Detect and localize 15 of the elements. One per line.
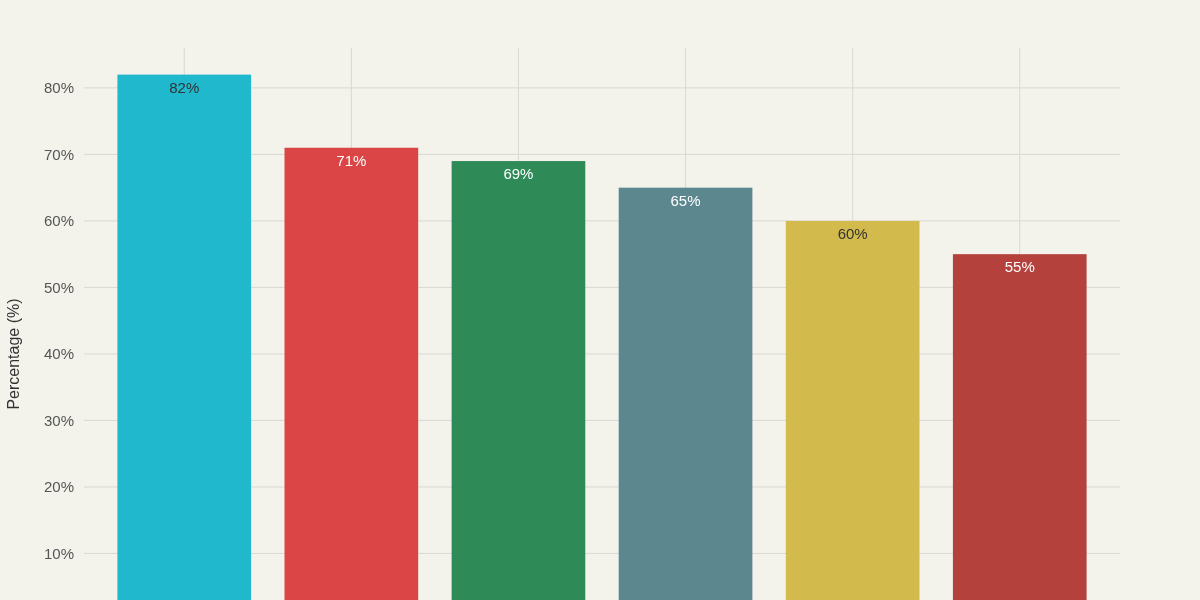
y-axis-title: Percentage (%) xyxy=(5,298,22,410)
y-tick-label: 30% xyxy=(43,411,74,429)
data-label: 55% xyxy=(1004,258,1035,276)
data-label: 60% xyxy=(837,224,868,242)
y-tick-label: 40% xyxy=(43,345,74,363)
y-tick-label: 20% xyxy=(43,478,74,496)
y-tick-label: 10% xyxy=(43,544,74,562)
y-tick-label: 80% xyxy=(43,79,74,97)
y-tick-label: 70% xyxy=(43,145,74,163)
data-label: 69% xyxy=(503,165,534,183)
data-label: 71% xyxy=(336,151,367,169)
data-label: 65% xyxy=(670,191,701,209)
y-tick-label: 50% xyxy=(43,278,74,296)
data-label: 82% xyxy=(169,78,200,96)
y-tick-label: 60% xyxy=(43,212,74,230)
